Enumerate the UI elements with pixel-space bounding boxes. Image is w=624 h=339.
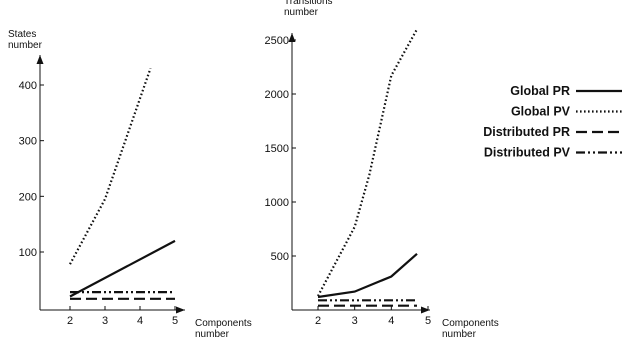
y-tick-label: 1500: [265, 143, 289, 155]
series-global-pv: [69, 67, 152, 265]
x-axis-label: Components number: [442, 318, 499, 339]
y-axis-label: Transitions number: [284, 0, 333, 18]
legend-label-global-pr: Global PR: [510, 84, 570, 98]
x-axis-arrow: [421, 306, 430, 314]
y-tick-label: 500: [271, 251, 289, 263]
y-tick-label: 400: [19, 80, 37, 92]
transitions-chart: 500 1000 1500 2000 2500 2 3 4 5 Transitions number…: [265, 0, 499, 339]
y-tick-label: 2000: [265, 89, 289, 101]
series-global-pr: [69, 239, 176, 298]
legend-label-global-pv: Global PV: [511, 105, 571, 119]
legend: Global PR Global PV Distributed PR Distribu…: [483, 84, 622, 160]
y-tick-label: 1000: [265, 197, 289, 209]
series-global-pr: [317, 252, 418, 299]
series-global-pv: [317, 28, 418, 297]
x-tick-label: 2: [67, 315, 73, 327]
y-tick-label: 2500: [265, 35, 289, 47]
x-tick-label: 4: [388, 315, 394, 327]
legend-label-distributed-pv: Distributed PV: [484, 146, 571, 160]
x-tick-label: 4: [137, 315, 143, 327]
y-axis-label: States number: [8, 29, 43, 51]
y-tick-label: 100: [19, 247, 37, 259]
x-tick-label: 2: [315, 315, 321, 327]
x-tick-label: 3: [352, 315, 358, 327]
x-tick-label: 5: [425, 315, 431, 327]
x-tick-label: 3: [102, 315, 108, 327]
x-axis-label: Components number: [195, 318, 252, 339]
legend-label-distributed-pr: Distributed PR: [483, 125, 570, 139]
y-axis-arrow: [36, 55, 44, 64]
y-tick-label: 300: [19, 136, 37, 148]
x-tick-label: 5: [172, 315, 178, 327]
y-tick-label: 200: [19, 191, 37, 203]
y-axis-arrow: [288, 33, 296, 42]
x-axis-arrow: [176, 306, 185, 314]
states-chart: 100 200 300 400 2 3 4 5 States number Components nu…: [8, 29, 252, 339]
